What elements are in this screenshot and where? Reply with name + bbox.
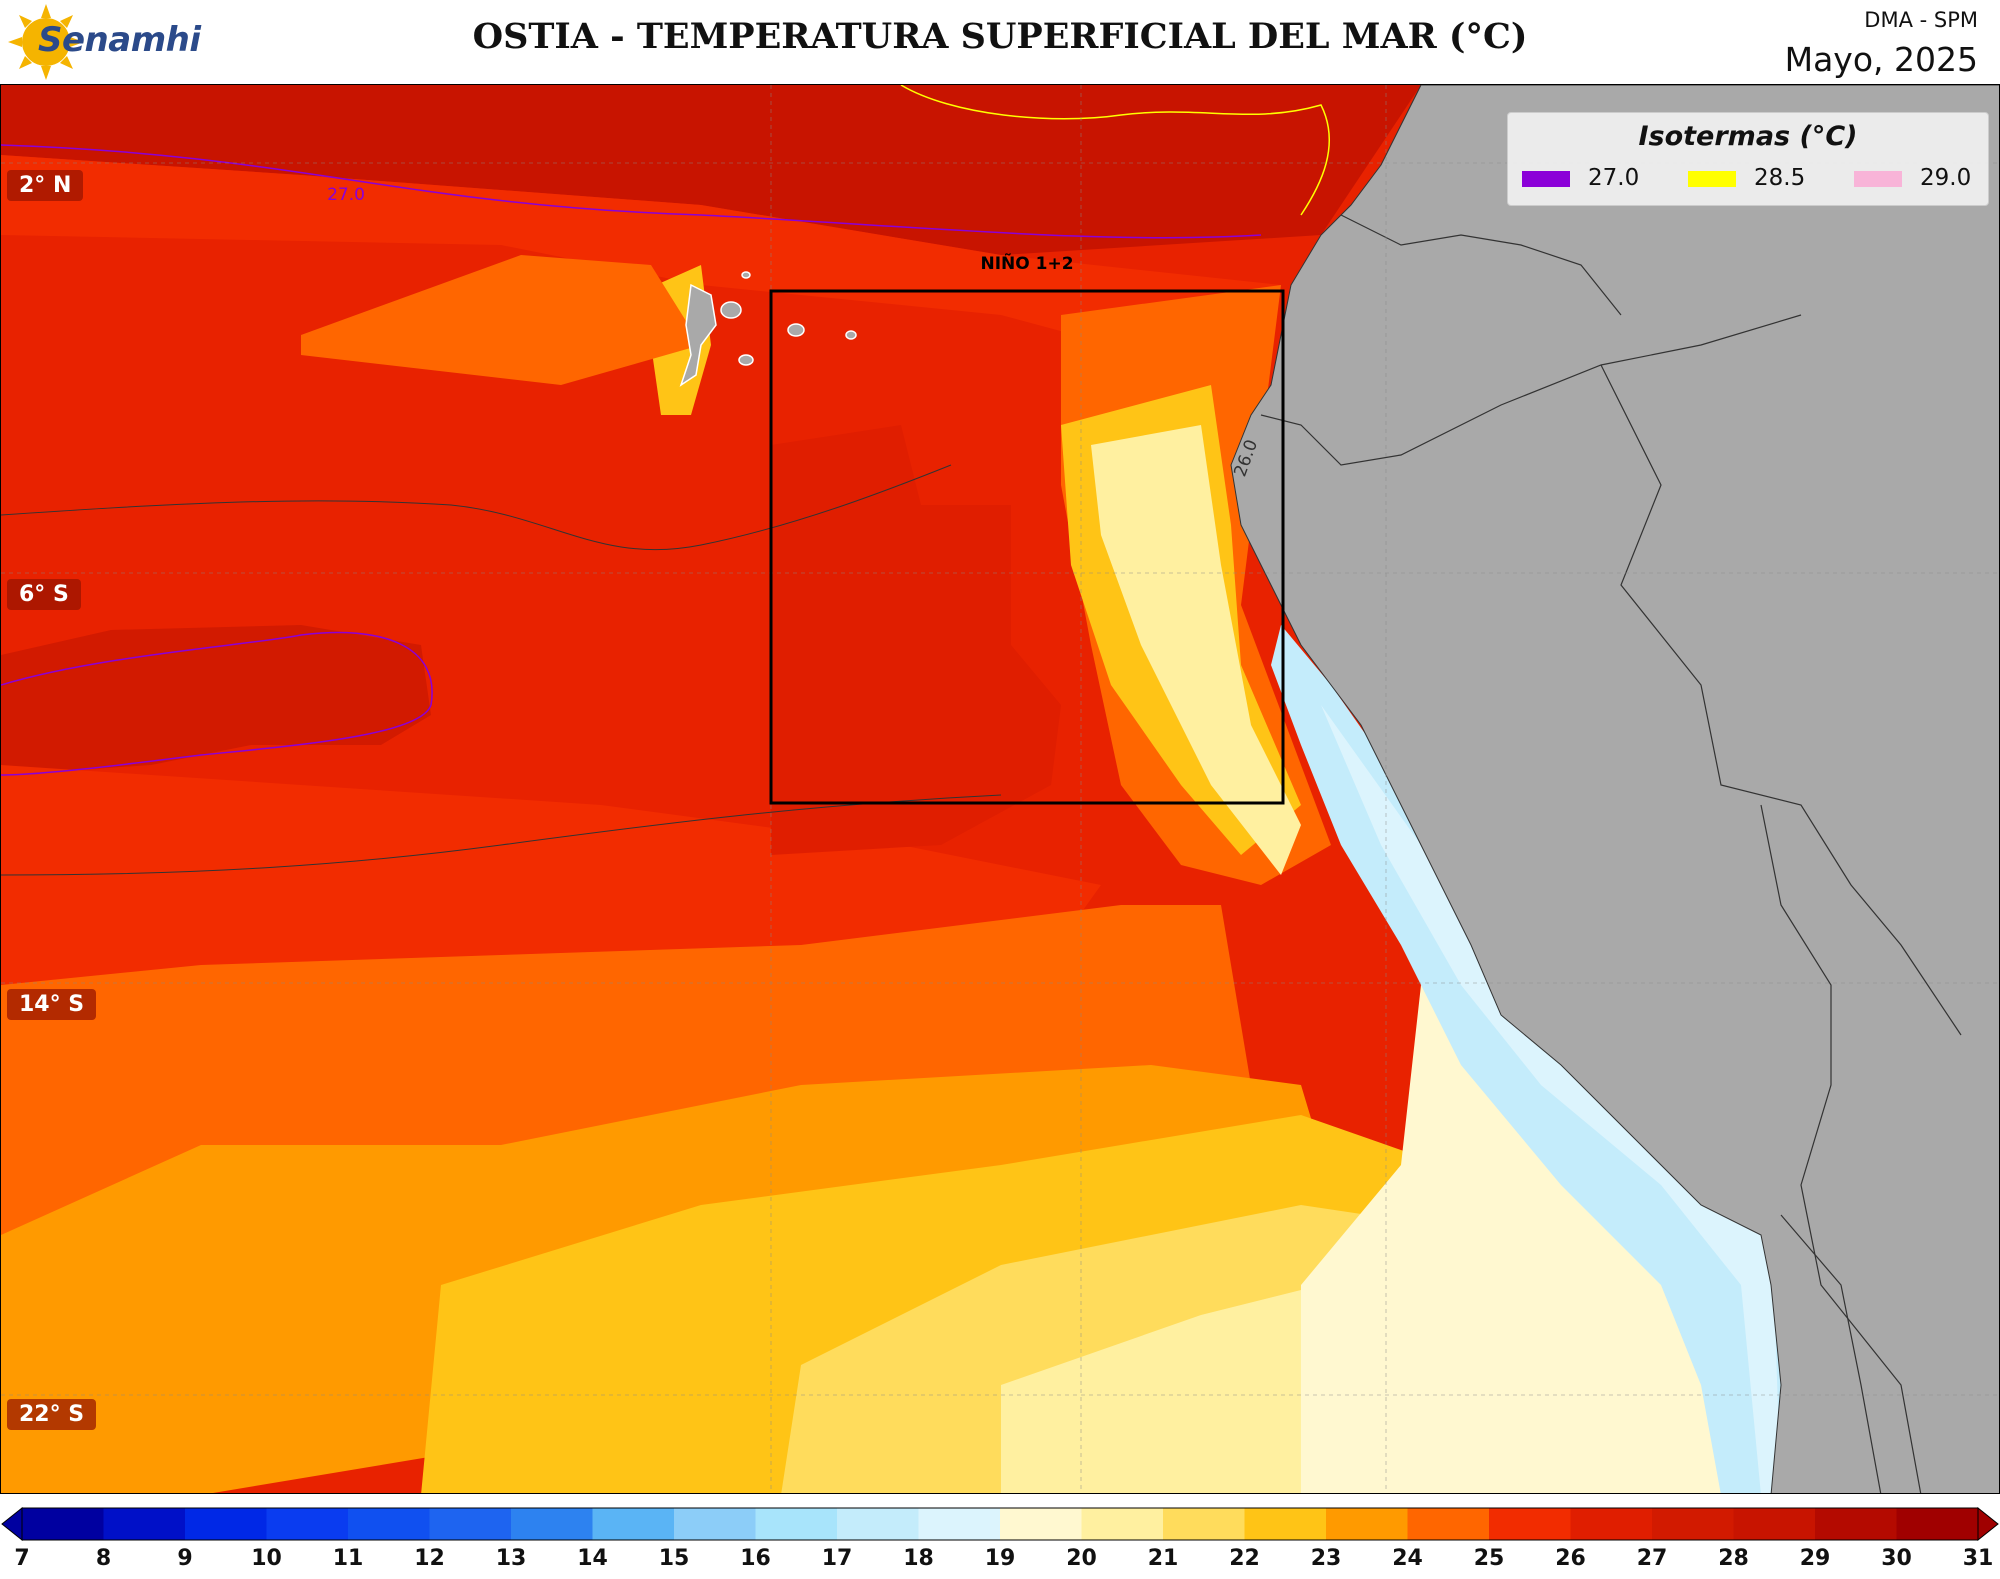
colorbar-segment — [22, 1508, 104, 1540]
lat-label-22s: 22° S — [7, 1399, 97, 1430]
date-label: Mayo, 2025 — [1784, 40, 1978, 79]
colorbar-segment — [837, 1508, 919, 1540]
colorbar-tick-label: 19 — [984, 1546, 1016, 1571]
legend-title: Isotermas (°C) — [1638, 121, 1858, 152]
isotherm-28-5 — [900, 85, 1330, 216]
colorbar-tick-label: 31 — [1962, 1546, 1994, 1571]
colorbar-tick-label: 27 — [1636, 1546, 1668, 1571]
colorbar-segment — [1326, 1508, 1408, 1540]
colorbar-tick-label: 10 — [251, 1546, 282, 1571]
colorbar-segment — [348, 1508, 430, 1540]
sun-icon — [8, 4, 84, 80]
lat-label-14s: 14° S — [7, 989, 97, 1020]
legend-label-28-5: 28.5 — [1754, 165, 1806, 191]
senamhi-logo: Senamhi — [6, 2, 206, 82]
colorbar-tick-label: 7 — [14, 1546, 30, 1571]
sst-band-28 — [1, 85, 1421, 255]
sst-warm-pool — [1, 625, 431, 775]
colorbar-tick-label: 29 — [1799, 1546, 1831, 1571]
colorbar-segment — [103, 1508, 186, 1540]
country-border-brazil — [1600, 364, 1962, 1036]
nino-12-region-box — [769, 289, 1285, 805]
header: Senamhi OSTIA - TEMPERATURA SUPERFICIAL … — [0, 0, 2000, 84]
colorbar-tick-label: 11 — [332, 1546, 364, 1571]
coastal-very-cold-strip — [1321, 705, 1781, 1493]
isotherm-26-south-contour — [1, 794, 1002, 876]
colorbar-segment — [592, 1508, 675, 1540]
coastal-upwelling-cool — [1091, 425, 1301, 875]
country-border-ecuador-peru — [1260, 314, 1802, 466]
colorbar-tick-label: 28 — [1718, 1546, 1749, 1571]
temperature-colorbar — [1, 1506, 1999, 1542]
isotherm-27-south — [1, 631, 433, 776]
legend-label-27: 27.0 — [1588, 165, 1640, 191]
isotherm-26-contour — [1, 464, 952, 551]
colorbar-segment — [918, 1508, 1001, 1540]
colorbar-segment — [266, 1508, 349, 1540]
colorbar-tick-label: 12 — [414, 1546, 445, 1571]
colorbar-tick-label: 8 — [95, 1546, 112, 1571]
nino-box-interior-warm — [771, 425, 1061, 855]
organization-label: DMA - SPM — [1864, 8, 1978, 32]
colorbar-segment — [1896, 1508, 1979, 1540]
colorbar-tick-label: 23 — [1310, 1546, 1342, 1571]
map-title: OSTIA - TEMPERATURA SUPERFICIAL DEL MAR … — [472, 16, 1528, 57]
colorbar-segment — [1815, 1508, 1897, 1540]
logo-text: Senamhi — [38, 20, 201, 60]
colorbar-max-arrow — [1977, 1506, 1999, 1542]
country-border-peru-bolivia — [1760, 804, 1922, 1493]
galapagos-orange-plume — [301, 255, 701, 385]
galapagos-islands — [679, 271, 857, 387]
colorbar-segment — [674, 1508, 756, 1540]
country-border-colombia-ecuador — [1340, 214, 1622, 316]
legend-swatch-27 — [1522, 171, 1570, 187]
colorbar-segment — [1081, 1508, 1164, 1540]
country-border-chile — [1780, 1214, 1882, 1493]
legend-swatch-29 — [1854, 171, 1902, 187]
colorbar-tick-label: 22 — [1229, 1546, 1260, 1571]
colorbar-tick-label: 16 — [740, 1546, 771, 1571]
colorbar-segment — [755, 1508, 838, 1540]
colorbar-tick-label: 25 — [1473, 1546, 1505, 1571]
colorbar-tick-label: 24 — [1392, 1546, 1423, 1571]
colorbar-tick-label: 9 — [177, 1546, 193, 1571]
land-south-america — [1230, 85, 1999, 1493]
isotherm-legend: Isotermas (°C) 27.0 28.5 29.0 — [1507, 112, 1989, 206]
colorbar-segment — [1000, 1508, 1082, 1540]
colorbar-segment — [1244, 1508, 1327, 1540]
colorbar-tick-label: 17 — [821, 1546, 853, 1571]
colorbar-segment — [185, 1508, 267, 1540]
contour-label-27: 27.0 — [327, 185, 365, 205]
colorbar-segment — [1407, 1508, 1490, 1540]
sst-map-svg: NIÑO 1+2 27.0 26.0 — [1, 85, 1999, 1493]
legend-swatch-28-5 — [1688, 171, 1736, 187]
colorbar-tick-label: 30 — [1881, 1546, 1912, 1571]
lat-label-2n: 2° N — [7, 170, 84, 201]
colorbar-tick-label: 18 — [903, 1546, 934, 1571]
colorbar-tick-label: 20 — [1066, 1546, 1097, 1571]
colorbar-tick-label: 14 — [577, 1546, 608, 1571]
colorbar-segment — [1489, 1508, 1571, 1540]
colorbar-segment — [1163, 1508, 1245, 1540]
colorbar-tick-label: 26 — [1555, 1546, 1586, 1571]
legend-label-29: 29.0 — [1920, 165, 1972, 191]
colorbar-border — [21, 1507, 1979, 1541]
lat-label-6s: 6° S — [7, 579, 81, 610]
sst-map: NIÑO 1+2 27.0 26.0 2° N 6° S 14° S 22° S — [0, 84, 2000, 1494]
colorbar-tick-label: 21 — [1147, 1546, 1179, 1571]
colorbar-tick-label: 15 — [658, 1546, 690, 1571]
colorbar-min-arrow — [1, 1506, 23, 1542]
colorbar-segment — [511, 1508, 593, 1540]
colorbar-segment — [1733, 1508, 1816, 1540]
colorbar-segment — [429, 1508, 512, 1540]
colorbar-tick-label: 13 — [495, 1546, 527, 1571]
colorbar-segment — [1570, 1508, 1653, 1540]
sst-band-19 — [1301, 985, 1781, 1493]
colorbar-segment — [1652, 1508, 1734, 1540]
nino-12-region-label: NIÑO 1+2 — [980, 251, 1073, 274]
isotherm-27-north — [1, 144, 1262, 239]
